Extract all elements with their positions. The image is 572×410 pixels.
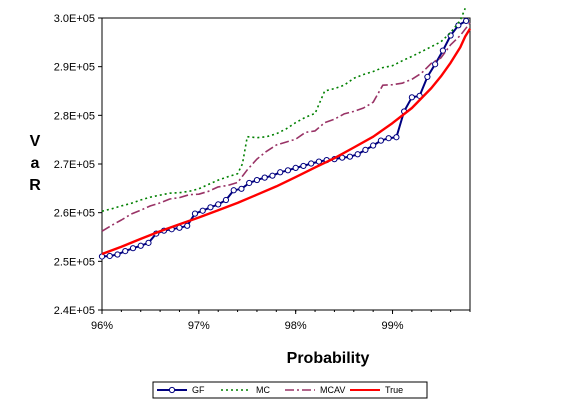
- series-layer: [98, 7, 472, 260]
- legend-marker: [168, 386, 176, 394]
- gf-point: [222, 196, 230, 204]
- legend-label-mc: MC: [256, 385, 270, 395]
- gf-point: [129, 245, 137, 252]
- gf-point: [215, 201, 222, 208]
- x-tick-label: 97%: [188, 320, 210, 332]
- legend-label-gf: GF: [192, 385, 205, 395]
- x-tick-label: 99%: [382, 320, 404, 332]
- gf-point: [424, 73, 431, 80]
- gf-point: [277, 169, 284, 176]
- gf-point: [370, 142, 377, 149]
- y-tick-label: 2.8E+05: [54, 110, 95, 122]
- gf-point: [122, 248, 129, 255]
- gf-point: [300, 162, 307, 170]
- y-axis-label-char: V: [30, 133, 41, 150]
- gf-point: [207, 204, 214, 211]
- x-tick-label: 98%: [285, 320, 307, 332]
- gf-point: [184, 222, 191, 229]
- gf-point: [284, 167, 292, 174]
- gf-point: [191, 210, 199, 217]
- x-axis-label: Probability: [287, 350, 370, 367]
- gf-point: [377, 137, 385, 144]
- gf-point: [230, 187, 237, 194]
- legend-label-mcav: MCAV: [320, 385, 345, 395]
- y-axis-label-char: R: [29, 177, 41, 194]
- y-axis-label: VaR: [29, 133, 41, 194]
- gf-point: [238, 185, 245, 192]
- gf-point: [199, 207, 206, 214]
- gf-point: [362, 146, 369, 153]
- y-axis: 2.4E+05 2.5E+05 2.6E+05 2.7E+05 2.8E+05 2.9E+…: [54, 13, 102, 317]
- gf-point: [137, 242, 144, 249]
- y-tick-label: 2.6E+05: [54, 208, 95, 220]
- y-tick-label: 2.4E+05: [54, 305, 95, 317]
- y-tick-label: 2.5E+05: [54, 256, 95, 268]
- y-tick-label: 2.9E+05: [54, 62, 95, 74]
- gf-point: [253, 176, 261, 184]
- plot-area: [101, 17, 471, 311]
- gf-point: [246, 179, 253, 187]
- gf-point: [308, 160, 315, 167]
- gf-point: [292, 164, 299, 171]
- x-tick-label: 96%: [91, 320, 113, 332]
- gf-point: [463, 17, 470, 25]
- gf-point: [315, 158, 323, 165]
- gf-point: [269, 172, 276, 179]
- gf-point: [393, 134, 400, 141]
- gf-point: [145, 239, 152, 246]
- gf-point: [408, 94, 415, 101]
- series-line-mc: [101, 7, 466, 212]
- series-line-true: [101, 28, 472, 256]
- gf-point: [439, 47, 446, 54]
- gf-point: [261, 174, 268, 181]
- x-axis: 96% 97% 98% 99%: [91, 310, 471, 332]
- y-axis-label-char: a: [31, 155, 40, 172]
- legend-items: GF MC MCAV True: [157, 385, 403, 395]
- gf-point: [114, 251, 121, 258]
- gf-point: [432, 61, 439, 68]
- gf-point: [106, 252, 113, 260]
- gf-point: [385, 135, 392, 142]
- gf-point: [346, 153, 354, 160]
- series-line-mcav: [101, 22, 471, 232]
- y-tick-label: 3.0E+05: [54, 13, 95, 25]
- gf-point: [354, 151, 361, 158]
- gf-point: [98, 253, 106, 260]
- legend-label-true: True: [385, 385, 403, 395]
- y-tick-label: 2.7E+05: [54, 159, 95, 171]
